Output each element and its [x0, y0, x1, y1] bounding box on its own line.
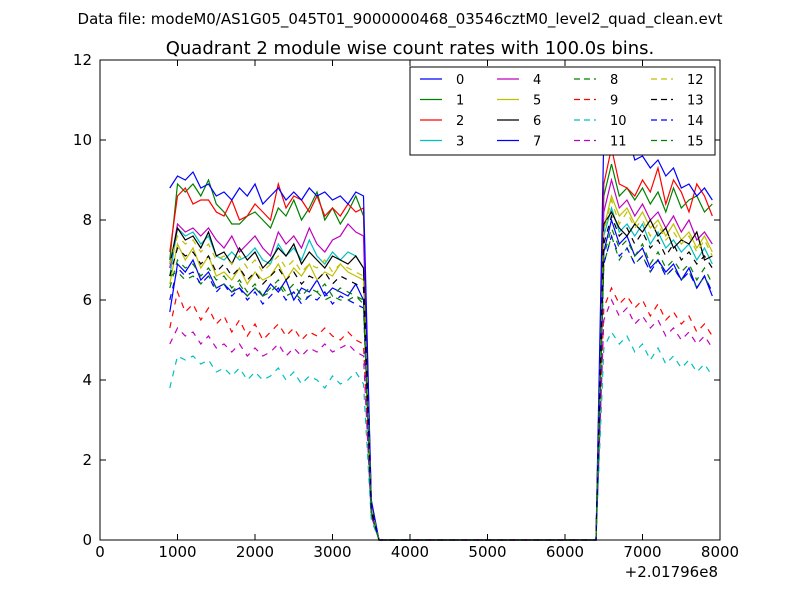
series-line-11 [169, 298, 713, 541]
series-line-0 [169, 217, 713, 541]
plot-lines [169, 126, 713, 541]
x-tick-label: 5000 [468, 543, 506, 561]
legend-label-8: 8 [610, 73, 618, 88]
legend-label-11: 11 [610, 135, 627, 150]
y-tick-label: 8 [82, 211, 92, 229]
chart-title: Quadrant 2 module wise count rates with … [166, 38, 655, 59]
legend-label-14: 14 [687, 114, 704, 129]
legend-label-7: 7 [533, 135, 541, 150]
series-line-12 [169, 197, 713, 541]
series-line-4 [169, 177, 713, 541]
x-tick-label: 1000 [158, 543, 196, 561]
y-tick-label: 10 [73, 131, 92, 149]
legend-label-6: 6 [533, 114, 541, 129]
legend-label-9: 9 [610, 94, 618, 109]
series-line-8 [169, 233, 713, 541]
legend-label-2: 2 [456, 114, 464, 129]
y-tick-label: 6 [82, 291, 92, 309]
legend-label-1: 1 [456, 94, 464, 109]
x-tick-label: 0 [95, 543, 105, 561]
x-tick-label: 7000 [623, 543, 661, 561]
x-tick-label: 6000 [546, 543, 584, 561]
series-line-10 [169, 330, 713, 541]
figure-suptitle: Data file: modeM0/AS1G05_045T01_90000004… [78, 10, 723, 29]
y-tick-label: 4 [82, 371, 92, 389]
legend-label-5: 5 [533, 94, 541, 109]
legend-label-10: 10 [610, 114, 627, 129]
x-tick-label: 4000 [391, 543, 429, 561]
y-tick-label: 12 [73, 51, 92, 69]
x-offset-label: +2.01796e8 [625, 563, 718, 581]
x-axis: 0 1000 2000 3000 4000 5000 6000 7000 8000 [95, 60, 739, 561]
legend-label-4: 4 [533, 73, 541, 88]
legend-label-12: 12 [687, 73, 704, 88]
series-line-13 [169, 214, 713, 541]
y-tick-label: 2 [82, 451, 92, 469]
x-tick-label: 8000 [701, 543, 739, 561]
series-line-15 [169, 226, 713, 541]
legend-label-15: 15 [687, 135, 704, 150]
legend-label-0: 0 [456, 73, 464, 88]
x-tick-label: 2000 [236, 543, 274, 561]
legend-label-13: 13 [687, 94, 704, 109]
series-line-7 [169, 126, 713, 541]
x-tick-label: 3000 [313, 543, 351, 561]
legend-label-3: 3 [456, 135, 464, 150]
series-line-9 [169, 286, 713, 541]
series-line-3 [169, 205, 713, 541]
series-line-14 [169, 234, 713, 541]
y-tick-label: 0 [82, 531, 92, 549]
